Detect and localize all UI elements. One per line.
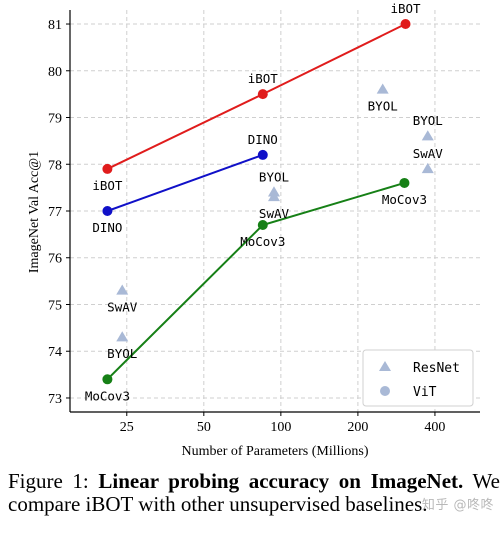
y-tick-label: 76 [48, 252, 62, 267]
x-tick-label: 25 [120, 420, 134, 435]
point-label: iBOT [390, 1, 421, 16]
resnet-marker [421, 130, 434, 141]
point-labels: SwAV BYOL BYOL SwAV BYOL BYOL SwAV iBOT iBOT iBOT… [85, 1, 443, 403]
point-label: DINO [92, 220, 122, 235]
x-tick-label: 200 [347, 420, 368, 435]
y-axis-label: ImageNet Val Acc@1 [27, 151, 42, 273]
vit-marker [257, 220, 268, 231]
watermark: 知乎 @咚咚 [421, 498, 494, 513]
x-tick-label: 100 [270, 420, 291, 435]
point-label: BYOL [413, 113, 443, 128]
data-marks [102, 19, 434, 385]
point-label: BYOL [259, 169, 289, 184]
y-tick-label: 79 [48, 112, 62, 127]
point-label: MoCov3 [240, 234, 285, 249]
x-axis-label: Number of Parameters (Millions) [181, 444, 368, 459]
resnet-marker [376, 83, 389, 94]
x-tick-label: 50 [197, 420, 211, 435]
chart: 73 74 75 76 77 78 79 80 81 25 50 100 200 400 SwAV BYOL… [27, 1, 480, 459]
caption-body: We compare iBOT with other unsupervised … [8, 469, 500, 516]
point-label: BYOL [368, 98, 398, 113]
figure-caption: Figure 1: Linear probing accuracy on Ima… [8, 470, 500, 516]
series-line [106, 181, 405, 380]
point-label: SwAV [413, 146, 444, 161]
vit-marker [102, 163, 113, 174]
gridlines [70, 10, 480, 412]
resnet-marker [267, 190, 280, 202]
vit-marker [102, 206, 113, 216]
vit-marker [257, 149, 268, 160]
legend-marker-circle [380, 386, 390, 396]
point-label: DINO [248, 132, 278, 147]
series-line [106, 23, 406, 170]
caption-title: Linear probing accuracy on ImageNet. [98, 469, 464, 493]
y-tick-label: 78 [48, 158, 62, 173]
vit-marker [102, 374, 113, 385]
axis-ticks: 73 74 75 76 77 78 79 80 81 25 50 100 200 400 [48, 18, 445, 435]
legend-marker-triangle [379, 361, 391, 371]
resnet-marker [116, 331, 129, 342]
resnet-marker [421, 162, 434, 174]
point-label: MoCov3 [85, 388, 130, 403]
point-label: MoCov3 [382, 192, 427, 207]
y-tick-label: 81 [48, 18, 62, 33]
legend-label: ViT [413, 385, 437, 400]
point-label: iBOT [92, 178, 123, 193]
point-label: SwAV [107, 299, 138, 314]
y-tick-label: 74 [48, 345, 62, 360]
point-label: iBOT [248, 71, 279, 86]
legend-label: ResNet [413, 361, 460, 376]
y-tick-label: 80 [48, 65, 62, 80]
y-tick-label: 77 [48, 205, 62, 220]
y-tick-label: 75 [48, 298, 62, 313]
y-tick-label: 73 [48, 392, 62, 407]
x-tick-label: 400 [424, 420, 445, 435]
vit-marker [399, 177, 410, 188]
vit-marker [400, 19, 411, 30]
point-label: SwAV [259, 206, 290, 221]
legend: ResNet ViT [362, 349, 474, 407]
legend-box [362, 349, 474, 407]
caption-prefix: Figure 1: [8, 469, 99, 493]
resnet-marker [116, 284, 129, 295]
vit-marker [257, 89, 268, 100]
point-label: BYOL [107, 346, 137, 361]
series-line [107, 153, 264, 212]
